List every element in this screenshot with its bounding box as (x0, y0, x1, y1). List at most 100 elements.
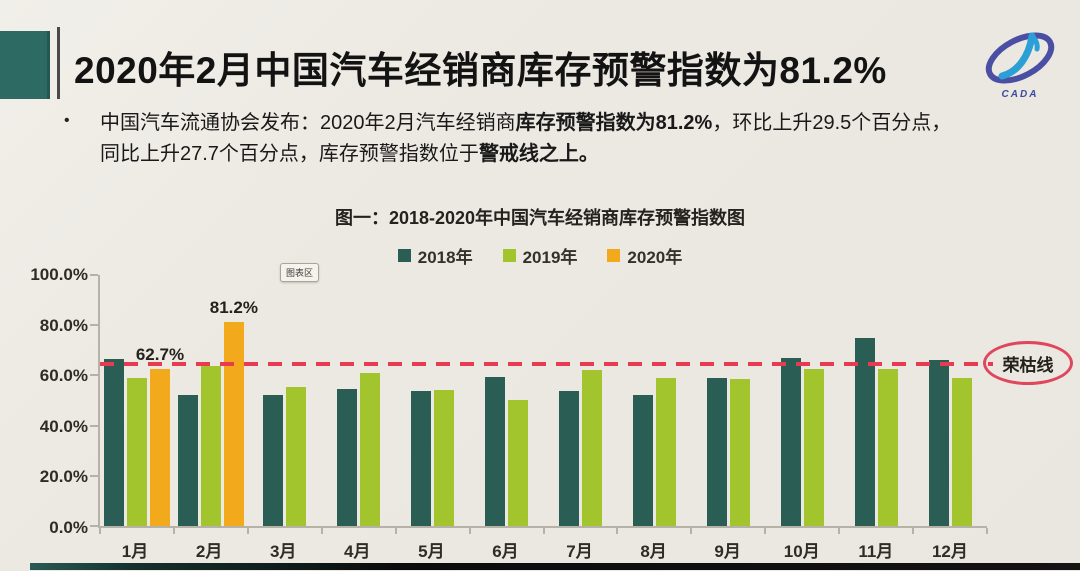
bullet-segment: 同比上升27.7个百分点，库存预警指数位于 (100, 143, 479, 165)
bar-group-7月 (544, 275, 618, 526)
bar-2018年-11月 (854, 337, 875, 526)
x-axis-tick (99, 528, 101, 534)
bar-2019年-10月 (803, 369, 824, 526)
x-axis-label-2月: 2月 (195, 542, 223, 561)
y-axis-label: 20.0% (39, 467, 88, 487)
legend-item-2019年: 2019年 (502, 243, 577, 268)
y-axis-tick (90, 324, 98, 327)
bullet-segment: ，环比上升29.5个百分点， (712, 112, 952, 134)
bar-2018年-9月 (706, 378, 727, 526)
bar-group-3月 (248, 275, 322, 526)
bar-2018年-10月 (780, 358, 801, 526)
bar-group-8月 (617, 275, 691, 526)
x-axis-tick (690, 528, 693, 534)
bar-2018年-8月 (632, 394, 653, 526)
bar-2019年-5月 (434, 390, 455, 526)
x-axis-tick (542, 528, 545, 534)
x-axis-tick (468, 528, 471, 534)
x-axis-tick (246, 528, 249, 534)
bottom-decoration-bar (30, 563, 1080, 570)
bar-2018年-1月 (103, 358, 124, 526)
x-axis-tick (616, 528, 619, 534)
bar-group-11月 (839, 275, 913, 526)
chart-legend: 2018年 2019年 2020年 (0, 243, 1080, 268)
legend-swatch-icon (607, 249, 621, 262)
bar-2019年-11月 (877, 369, 898, 526)
bar-group-5月 (396, 275, 470, 526)
bar-2018年-5月 (411, 391, 432, 526)
y-axis-tick (90, 424, 98, 427)
bullet-segment: 中国汽车流通协会发布：2020年2月汽车经销商 (100, 112, 516, 134)
bar-2019年-2月 (200, 366, 221, 526)
x-axis-tick (394, 528, 397, 534)
x-axis-label-6月: 6月 (492, 542, 519, 561)
x-axis-label-10月: 10月 (783, 542, 820, 561)
legend-item-2018年: 2018年 (397, 243, 473, 268)
bullet-marker: • (64, 112, 70, 129)
x-axis-tick (764, 528, 767, 534)
bar-2018年-4月 (337, 388, 358, 526)
x-axis-tick (320, 528, 323, 534)
x-axis-label-8月: 8月 (640, 542, 667, 561)
bar-group-9月 (691, 275, 765, 526)
x-axis-label-11月: 11月 (858, 542, 894, 561)
bar-2018年-6月 (485, 377, 506, 526)
threshold-label-badge: 荣枯线 (983, 341, 1073, 385)
bullet-line-1: 中国汽车流通协会发布：2020年2月汽车经销商库存预警指数为81.2%，环比上升… (100, 108, 1004, 139)
y-axis-tick (90, 274, 98, 276)
bar-2018年-3月 (263, 395, 284, 526)
bar-2018年-2月 (177, 394, 198, 526)
bar-2020年-2月 (223, 322, 244, 526)
bar-groups (100, 275, 987, 526)
data-label-81.2%: 81.2% (209, 298, 258, 318)
legend-item-2020年: 2020年 (607, 243, 682, 268)
y-axis-tick (90, 525, 98, 527)
bar-2019年-9月 (729, 378, 750, 526)
bar-2019年-8月 (655, 378, 676, 526)
bar-2019年-12月 (951, 377, 972, 526)
cada-logo-icon (985, 32, 1055, 84)
x-axis-tick (912, 528, 915, 534)
data-label-62.7%: 62.7% (135, 344, 185, 364)
y-axis: 100.0% 80.0% 60.0% 40.0% 20.0% 0.0% (4, 265, 88, 537)
bar-2018年-7月 (558, 390, 579, 526)
cada-logo-caption: CADA (1001, 89, 1039, 100)
bullet-line-2: 同比上升27.7个百分点，库存预警指数位于警戒线之上。 (100, 139, 1004, 170)
y-axis-label: 0.0% (49, 518, 88, 537)
bar-2018年-12月 (928, 360, 949, 526)
legend-swatch-icon (397, 249, 411, 262)
bar-2020年-1月 (149, 368, 170, 526)
y-axis-label: 80.0% (39, 315, 88, 335)
y-axis-label: 100.0% (30, 265, 88, 284)
bar-2019年-4月 (360, 372, 381, 526)
bullet-bold-segment: 警戒线之上。 (478, 143, 599, 165)
x-axis-tick (172, 528, 175, 534)
summary-bullet: • 中国汽车流通协会发布：2020年2月汽车经销商库存预警指数为81.2%，环比… (64, 108, 1004, 170)
y-axis-label: 60.0% (39, 366, 88, 386)
chart-plot-area: 62.7% 81.2% (90, 274, 993, 534)
legend-swatch-icon (502, 249, 516, 262)
bar-2019年-3月 (286, 387, 307, 526)
bar-group-1月 (100, 275, 174, 526)
x-axis-label-9月: 9月 (714, 542, 741, 561)
chart-area-tooltip: 图表区 (280, 263, 320, 282)
bar-2019年-7月 (581, 369, 602, 526)
title-divider-rule (57, 27, 60, 99)
x-axis-label-3月: 3月 (269, 542, 297, 561)
bullet-bold-segment: 库存预警指数为81.2% (515, 112, 713, 134)
threshold-dashed-line (100, 361, 993, 366)
x-axis-label-1月: 1月 (121, 542, 149, 561)
bullet-text: 中国汽车流通协会发布：2020年2月汽车经销商库存预警指数为81.2%，环比上升… (100, 108, 1004, 170)
bar-group-10月 (765, 275, 839, 526)
bar-group-6月 (470, 275, 544, 526)
bar-2019年-6月 (508, 399, 529, 526)
chart-title: 图一：2018-2020年中国汽车经销商库存预警指数图 (334, 208, 746, 228)
x-axis-label-4月: 4月 (344, 542, 371, 561)
legend-label: 2020年 (627, 248, 683, 267)
x-axis-label-7月: 7月 (566, 542, 593, 561)
cada-logo: CADA (974, 28, 1066, 100)
bar-group-4月 (322, 275, 396, 526)
y-axis-label: 40.0% (39, 416, 88, 436)
title-decoration-square (0, 31, 50, 99)
